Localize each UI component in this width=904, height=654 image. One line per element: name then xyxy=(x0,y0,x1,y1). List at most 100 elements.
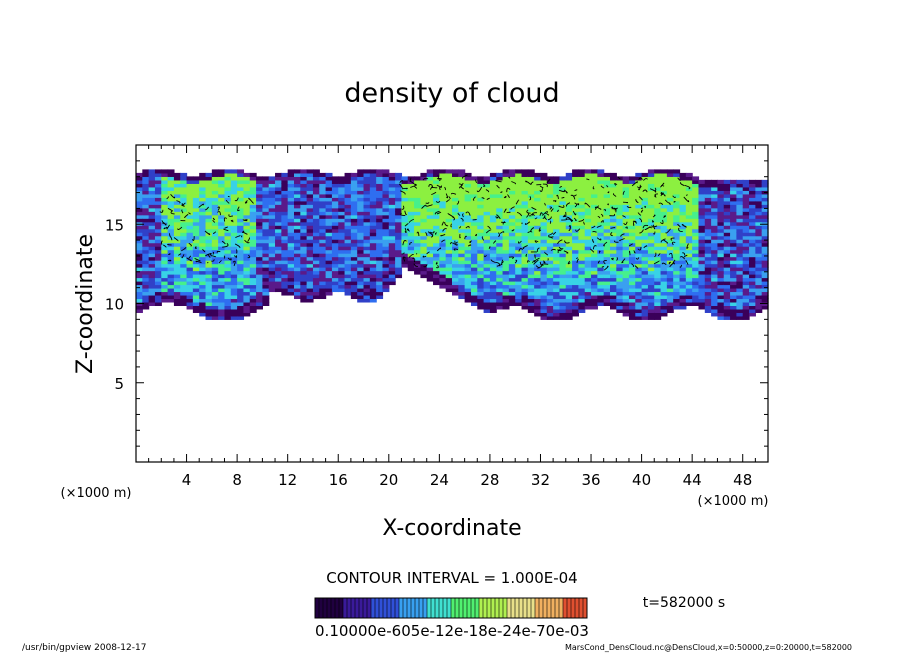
density-cell xyxy=(742,193,750,198)
density-cell xyxy=(287,249,295,254)
density-cell xyxy=(230,225,238,230)
density-cell xyxy=(218,274,226,279)
density-cell xyxy=(154,287,162,293)
contour-line xyxy=(592,186,595,190)
density-cell xyxy=(205,305,213,310)
density-cell xyxy=(736,260,744,265)
density-cell xyxy=(704,287,712,293)
density-cell xyxy=(711,228,719,233)
density-cell xyxy=(540,246,548,251)
density-cell xyxy=(262,287,270,293)
density-cell xyxy=(205,246,213,251)
density-cell xyxy=(249,263,257,268)
density-cell xyxy=(622,312,630,317)
density-cell xyxy=(154,235,162,240)
density-cell xyxy=(426,253,434,258)
density-cell xyxy=(211,256,219,261)
density-cell xyxy=(546,211,554,216)
density-cell xyxy=(673,186,681,191)
density-cell xyxy=(673,277,681,282)
density-cell xyxy=(268,242,276,247)
density-cell xyxy=(540,211,548,216)
density-cell xyxy=(616,218,624,223)
density-cell xyxy=(622,270,630,275)
density-cell xyxy=(186,221,194,226)
density-cell xyxy=(546,263,554,268)
density-cell xyxy=(742,235,750,240)
contour-line xyxy=(409,242,413,246)
contour-line xyxy=(531,206,537,211)
density-cell xyxy=(704,232,712,237)
density-cell xyxy=(565,274,573,279)
density-cell xyxy=(363,169,371,174)
density-cell xyxy=(319,183,327,188)
density-cell xyxy=(388,246,396,251)
density-cell xyxy=(319,280,327,286)
density-cell xyxy=(148,204,156,209)
x-tick-label: 16 xyxy=(329,471,348,489)
density-cell xyxy=(319,274,327,279)
density-cell xyxy=(142,280,150,286)
density-cell xyxy=(711,232,719,237)
density-cell xyxy=(704,218,712,223)
density-cell xyxy=(616,253,624,258)
density-cell xyxy=(502,280,510,286)
density-cell xyxy=(470,235,478,240)
density-cell xyxy=(578,308,586,313)
density-cell xyxy=(192,204,200,209)
density-cell xyxy=(470,242,478,247)
density-cell xyxy=(673,270,681,275)
density-cell xyxy=(350,172,358,177)
density-cell xyxy=(173,218,181,223)
contour-line xyxy=(668,203,671,205)
density-cell xyxy=(654,172,662,177)
density-cell xyxy=(395,190,403,195)
density-cell xyxy=(407,228,415,233)
density-cell xyxy=(477,274,485,279)
density-cell xyxy=(546,280,554,286)
colorbar-cell xyxy=(367,598,372,618)
density-cell xyxy=(761,186,769,191)
density-cell xyxy=(635,190,643,195)
density-cell xyxy=(527,228,535,233)
contour-line xyxy=(542,215,546,219)
density-cell xyxy=(148,242,156,247)
density-cell xyxy=(154,211,162,216)
density-cell xyxy=(458,204,466,209)
density-cell xyxy=(281,253,289,258)
density-cell xyxy=(673,239,681,244)
density-cell xyxy=(281,193,289,198)
density-cell xyxy=(736,308,744,313)
density-cell xyxy=(521,301,529,307)
density-cell xyxy=(230,228,238,233)
density-cell xyxy=(192,274,200,279)
density-cell xyxy=(723,305,731,310)
density-cell xyxy=(154,193,162,198)
density-cell xyxy=(268,218,276,223)
density-cell xyxy=(502,190,510,195)
density-cell xyxy=(420,193,428,198)
density-cell xyxy=(243,253,251,258)
density-cell xyxy=(597,190,605,195)
density-cell xyxy=(603,221,611,226)
density-cell xyxy=(508,235,516,240)
density-cell xyxy=(312,253,320,258)
y-unit-label: (×1000 m) xyxy=(61,486,132,501)
density-cell xyxy=(256,186,263,191)
density-cell xyxy=(572,214,579,219)
density-cell xyxy=(717,190,725,195)
density-cell xyxy=(281,207,289,212)
density-cell xyxy=(262,235,270,240)
density-cell xyxy=(673,176,681,181)
density-cell xyxy=(641,301,649,307)
density-cell xyxy=(211,308,219,313)
density-cell xyxy=(414,183,421,188)
density-cell xyxy=(755,239,763,244)
density-cell xyxy=(660,211,668,216)
density-cell xyxy=(420,260,428,265)
density-cell xyxy=(199,176,207,181)
density-cell xyxy=(597,183,605,188)
density-cell xyxy=(723,228,731,233)
density-cell xyxy=(218,200,226,205)
density-cell xyxy=(243,263,251,268)
